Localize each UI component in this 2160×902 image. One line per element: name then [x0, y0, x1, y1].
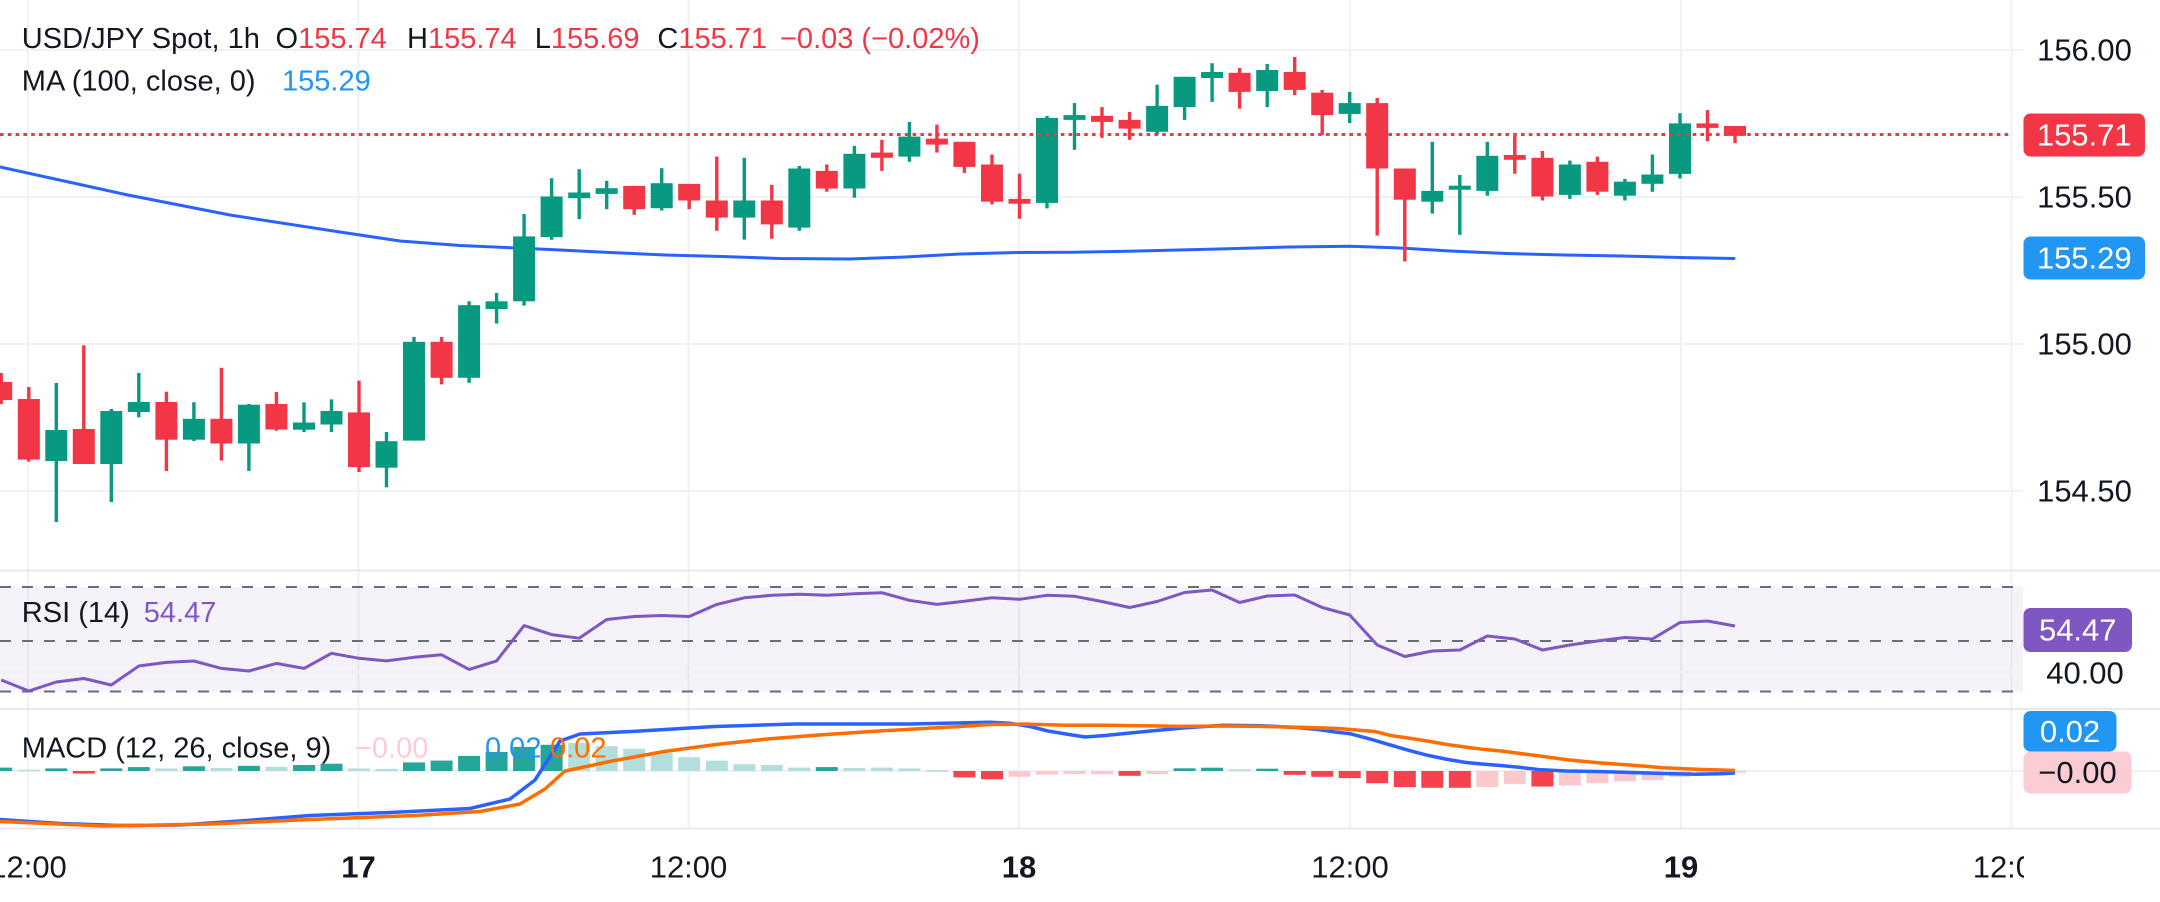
svg-text:17: 17	[341, 850, 375, 885]
svg-text:MACD (12, 26, close, 9): MACD (12, 26, close, 9)	[22, 733, 331, 765]
svg-text:−0.00: −0.00	[2038, 755, 2116, 790]
svg-text:−0.00: −0.00	[355, 733, 428, 765]
svg-text:40.00: 40.00	[2046, 656, 2124, 691]
svg-text:0.02: 0.02	[485, 733, 541, 765]
svg-text:155.71: 155.71	[2037, 118, 2132, 153]
svg-text:12:00: 12:00	[650, 850, 728, 885]
svg-text:MA (100, close, 0): MA (100, close, 0)	[22, 66, 256, 98]
svg-text:12:00: 12:00	[0, 850, 67, 885]
svg-text:L155.69: L155.69	[535, 23, 640, 55]
svg-text:154.50: 154.50	[2037, 474, 2132, 509]
svg-text:54.47: 54.47	[2039, 613, 2117, 648]
svg-text:54.47: 54.47	[144, 597, 217, 629]
svg-text:O155.74: O155.74	[276, 23, 387, 55]
svg-text:0.02: 0.02	[2040, 714, 2100, 749]
svg-text:12:00: 12:00	[1973, 850, 2051, 885]
svg-text:0.02: 0.02	[550, 733, 606, 765]
svg-text:156.00: 156.00	[2037, 33, 2132, 68]
svg-text:12:00: 12:00	[1311, 850, 1389, 885]
svg-text:H155.74: H155.74	[407, 23, 517, 55]
svg-text:USD/JPY Spot, 1h: USD/JPY Spot, 1h	[22, 23, 260, 55]
svg-text:155.50: 155.50	[2037, 180, 2132, 215]
svg-text:19: 19	[1664, 850, 1698, 885]
svg-text:18: 18	[1002, 850, 1036, 885]
svg-text:RSI (14): RSI (14)	[22, 597, 130, 629]
svg-text:155.29: 155.29	[2037, 241, 2132, 276]
svg-text:C155.71: C155.71	[657, 23, 767, 55]
svg-text:−0.03 (−0.02%): −0.03 (−0.02%)	[780, 23, 980, 55]
svg-text:155.00: 155.00	[2037, 327, 2132, 362]
svg-text:155.29: 155.29	[282, 66, 371, 98]
